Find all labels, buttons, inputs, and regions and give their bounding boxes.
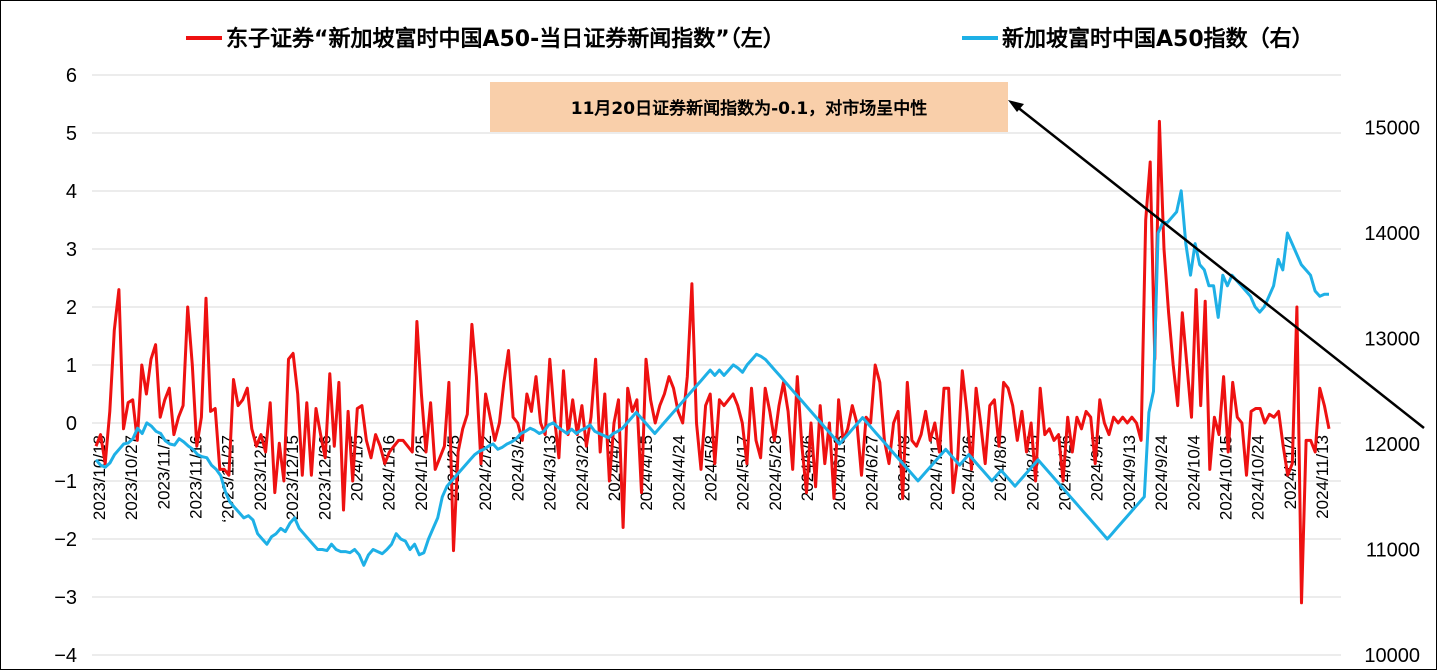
left-tick-label: 4 bbox=[66, 181, 77, 203]
x-tick-label: 2024/10/24 bbox=[1249, 435, 1268, 520]
series-line bbox=[94, 119, 1331, 605]
x-tick-label: 2024/1/16 bbox=[380, 435, 399, 511]
left-tick-label: 0 bbox=[66, 413, 77, 435]
left-tick-label: −4 bbox=[54, 645, 77, 667]
x-tick-label: 2024/7/17 bbox=[927, 435, 946, 511]
x-tick-label: 2024/9/4 bbox=[1088, 435, 1107, 501]
x-tick-label: ‘2023/11/27 bbox=[219, 435, 238, 523]
left-tick-label: 3 bbox=[66, 239, 77, 261]
legend-label-news-index: 东子证券“新加坡富时中国A50-当日证券新闻指数”（左） bbox=[226, 26, 785, 52]
left-tick-label: 1 bbox=[66, 355, 77, 377]
legend-label-a50-index: 新加坡富时中国A50指数（右） bbox=[1002, 26, 1314, 52]
x-tick-label: 2024/3/22 bbox=[573, 435, 592, 511]
left-tick-label: −3 bbox=[54, 587, 77, 609]
right-tick-label: 10000 bbox=[1364, 645, 1420, 667]
left-tick-label: 2 bbox=[66, 297, 77, 319]
x-tick-label: 2023/10/27 bbox=[122, 435, 141, 520]
x-tick-label: 2024/10/4 bbox=[1184, 435, 1203, 511]
x-tick-label: 2024/3/4 bbox=[508, 435, 527, 501]
annotation-arrow-line bbox=[1015, 105, 1425, 429]
x-tick-label: 2024/9/24 bbox=[1152, 435, 1171, 511]
x-tick-label: 2024/4/24 bbox=[669, 435, 688, 511]
legend: 东子证券“新加坡富时中国A50-当日证券新闻指数”（左） 新加坡富时中国A50指… bbox=[186, 26, 1314, 52]
x-tick-label: 2023/11/7 bbox=[154, 435, 173, 509]
annotation-arrow-head bbox=[1008, 100, 1024, 112]
annotation-box bbox=[490, 82, 1008, 132]
annotation: 11月20日证券新闻指数为-0.1，对市场呈中性 bbox=[490, 82, 1425, 429]
x-tick-label: 2024/6/27 bbox=[862, 435, 881, 511]
right-tick-label: 14000 bbox=[1364, 223, 1420, 245]
left-tick-label: −2 bbox=[54, 529, 77, 551]
x-tick-label: 2024/5/28 bbox=[766, 435, 785, 511]
left-axis-ticks: −4 −3 −2 −1 0 1 2 3 4 5 6 bbox=[54, 65, 77, 667]
right-tick-label: 11000 bbox=[1366, 540, 1420, 562]
x-tick-label: 2023/12/6 bbox=[251, 435, 270, 511]
series-news-index bbox=[94, 119, 1331, 605]
right-tick-label: 12000 bbox=[1364, 434, 1420, 456]
x-tick-label: 2024/9/13 bbox=[1120, 435, 1139, 511]
series-a50-index bbox=[94, 189, 1329, 567]
x-tick-label: 2024/3/13 bbox=[541, 435, 560, 511]
series-line bbox=[94, 189, 1329, 567]
x-tick-label: 2023/12/15 bbox=[283, 435, 302, 520]
annotation-text: 11月20日证券新闻指数为-0.1，对市场呈中性 bbox=[571, 98, 928, 119]
x-tick-label: 2024/10/15 bbox=[1216, 435, 1235, 520]
x-tick-label: 2024/1/25 bbox=[412, 435, 431, 511]
x-tick-label: 2024/11/13 bbox=[1313, 435, 1332, 519]
x-tick-label: 2023/12/26 bbox=[315, 435, 334, 520]
right-tick-label: 13000 bbox=[1364, 329, 1420, 351]
left-tick-label: 5 bbox=[66, 123, 77, 145]
left-tick-label: 6 bbox=[66, 65, 77, 87]
right-axis-ticks: 10000 11000 12000 13000 14000 15000 bbox=[1364, 118, 1420, 668]
x-tick-label: 2024/8/6 bbox=[991, 435, 1010, 501]
x-tick-label: 2024/5/17 bbox=[734, 435, 753, 511]
right-tick-label: 15000 bbox=[1364, 118, 1420, 140]
left-tick-label: −1 bbox=[54, 471, 77, 493]
